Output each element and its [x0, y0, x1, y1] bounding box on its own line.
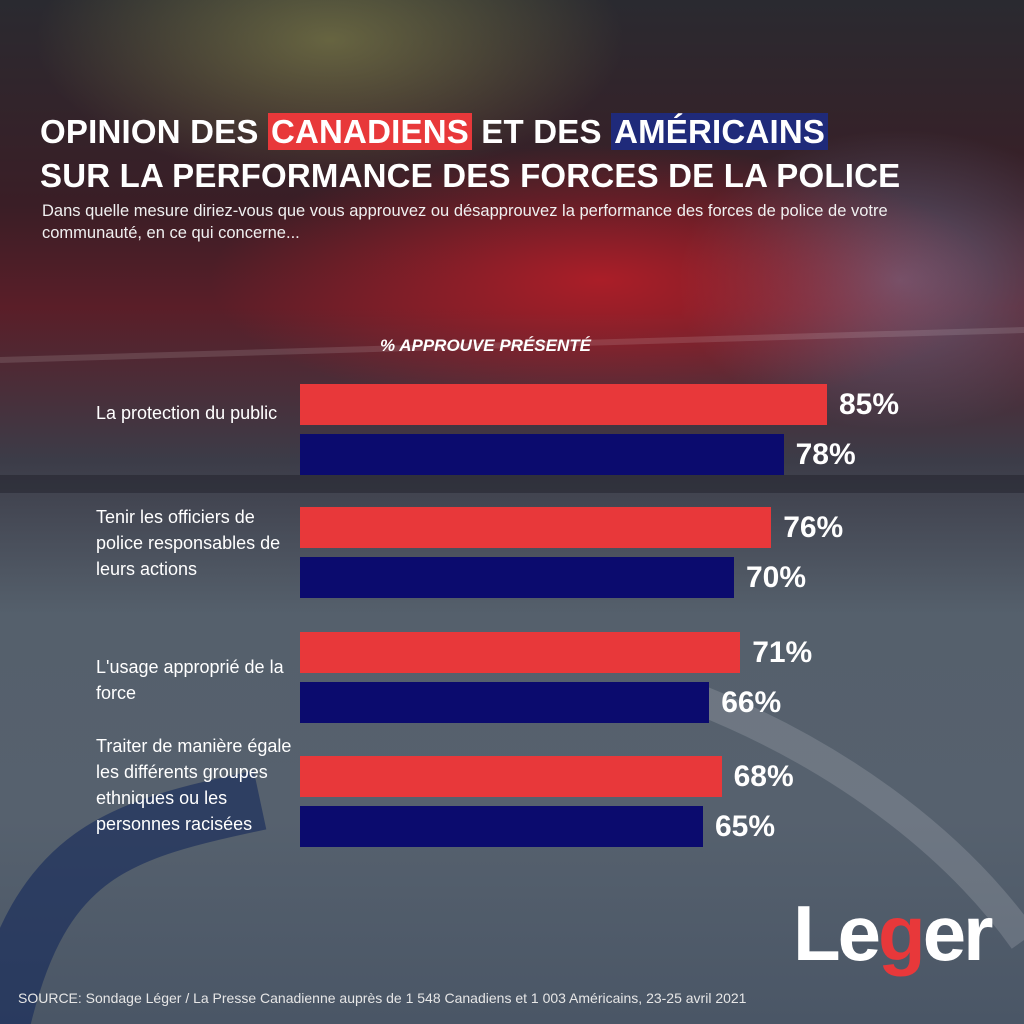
bar-americains [300, 682, 710, 723]
data-label: 66% [721, 686, 782, 719]
data-label: 65% [715, 810, 776, 843]
americains-highlight: AMÉRICAINS [611, 113, 829, 150]
data-label: 85% [839, 388, 900, 421]
bar-americains [300, 434, 784, 475]
category-label: L'usage approprié de la force [96, 657, 284, 703]
data-label: 70% [746, 561, 807, 594]
axis-label: % APPROUVE PRÉSENTÉ [380, 336, 591, 355]
leger-logo: Leger [793, 889, 993, 977]
title-text: OPINION DES [40, 113, 268, 150]
category-label: Traiter de manière égale les différents … [96, 736, 292, 834]
title-text: ET DES [471, 113, 612, 150]
chart-title: OPINION DES CANADIENS ET DES AMÉRICAINS … [40, 110, 900, 198]
bar-canadiens [300, 632, 741, 673]
data-label: 76% [783, 511, 844, 544]
bar-americains [300, 557, 734, 598]
category-label: La protection du public [96, 403, 278, 423]
data-label: 68% [733, 760, 794, 793]
canadiens-highlight: CANADIENS [267, 113, 472, 150]
data-label: 78% [795, 438, 856, 471]
subtitle: Dans quelle mesure diriez-vous que vous … [42, 202, 888, 242]
bar-canadiens [300, 507, 772, 548]
source-note: SOURCE: Sondage Léger / La Presse Canadi… [18, 990, 747, 1006]
bar-americains [300, 806, 703, 847]
category-label: Tenir les officiers de police responsabl… [96, 507, 281, 579]
bar-canadiens [300, 384, 827, 425]
title-line2: SUR LA PERFORMANCE DES FORCES DE LA POLI… [40, 157, 901, 194]
bar-canadiens [300, 756, 722, 797]
data-label: 71% [752, 636, 813, 669]
